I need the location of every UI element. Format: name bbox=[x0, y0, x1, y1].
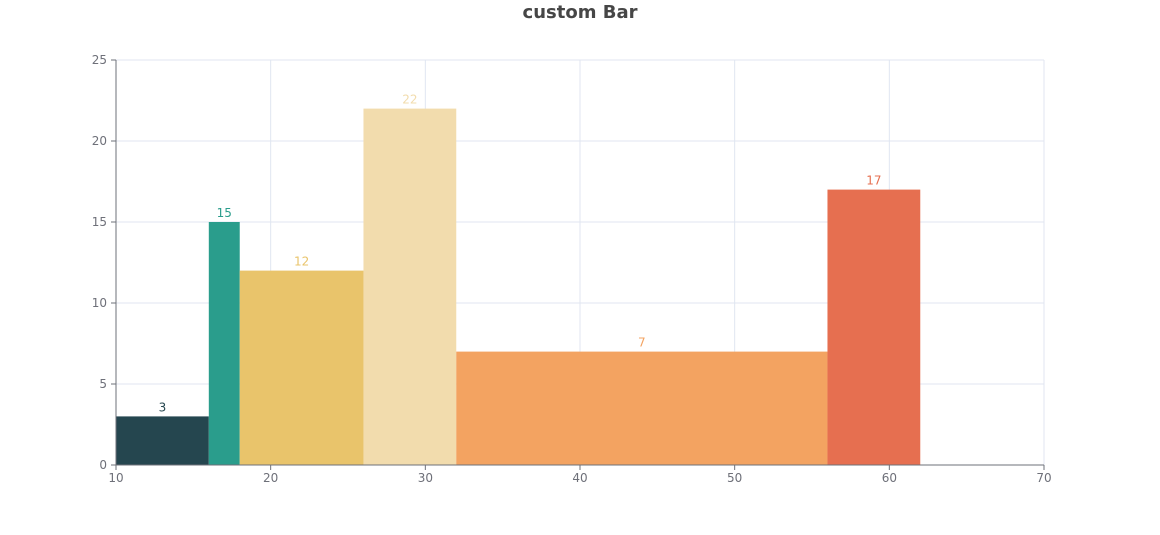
data-labels: 3 15 12 22 7 17 bbox=[159, 93, 882, 415]
bar[interactable] bbox=[116, 416, 209, 465]
bar-value-label: 7 bbox=[638, 336, 646, 350]
bar[interactable] bbox=[363, 108, 457, 465]
bar-value-label: 12 bbox=[294, 255, 309, 269]
y-tick-label: 15 bbox=[92, 215, 107, 229]
y-tick-label: 0 bbox=[99, 458, 107, 472]
chart-title: custom Bar bbox=[522, 2, 638, 23]
y-tick-label: 5 bbox=[99, 377, 107, 391]
bars bbox=[116, 108, 921, 465]
y-tick-label: 20 bbox=[92, 134, 107, 148]
bar[interactable] bbox=[208, 222, 240, 465]
x-tick-label: 10 bbox=[108, 471, 123, 485]
y-tick-label: 25 bbox=[92, 53, 107, 67]
x-tick-label: 70 bbox=[1036, 471, 1051, 485]
x-tick-label: 40 bbox=[572, 471, 587, 485]
bar[interactable] bbox=[827, 189, 921, 465]
y-tick-label: 10 bbox=[92, 296, 107, 310]
bar-value-label: 22 bbox=[402, 93, 417, 107]
bar-value-label: 3 bbox=[159, 400, 167, 414]
bar-value-label: 17 bbox=[866, 174, 881, 188]
bar[interactable] bbox=[456, 351, 828, 465]
x-tick-label: 30 bbox=[418, 471, 433, 485]
x-tick-label: 50 bbox=[727, 471, 742, 485]
x-tick-label: 20 bbox=[263, 471, 278, 485]
axes: 0 5 10 15 20 25 10 20 30 40 50 60 70 bbox=[92, 53, 1052, 485]
bar-value-label: 15 bbox=[217, 206, 232, 220]
x-tick-label: 60 bbox=[882, 471, 897, 485]
bar[interactable] bbox=[239, 270, 364, 465]
